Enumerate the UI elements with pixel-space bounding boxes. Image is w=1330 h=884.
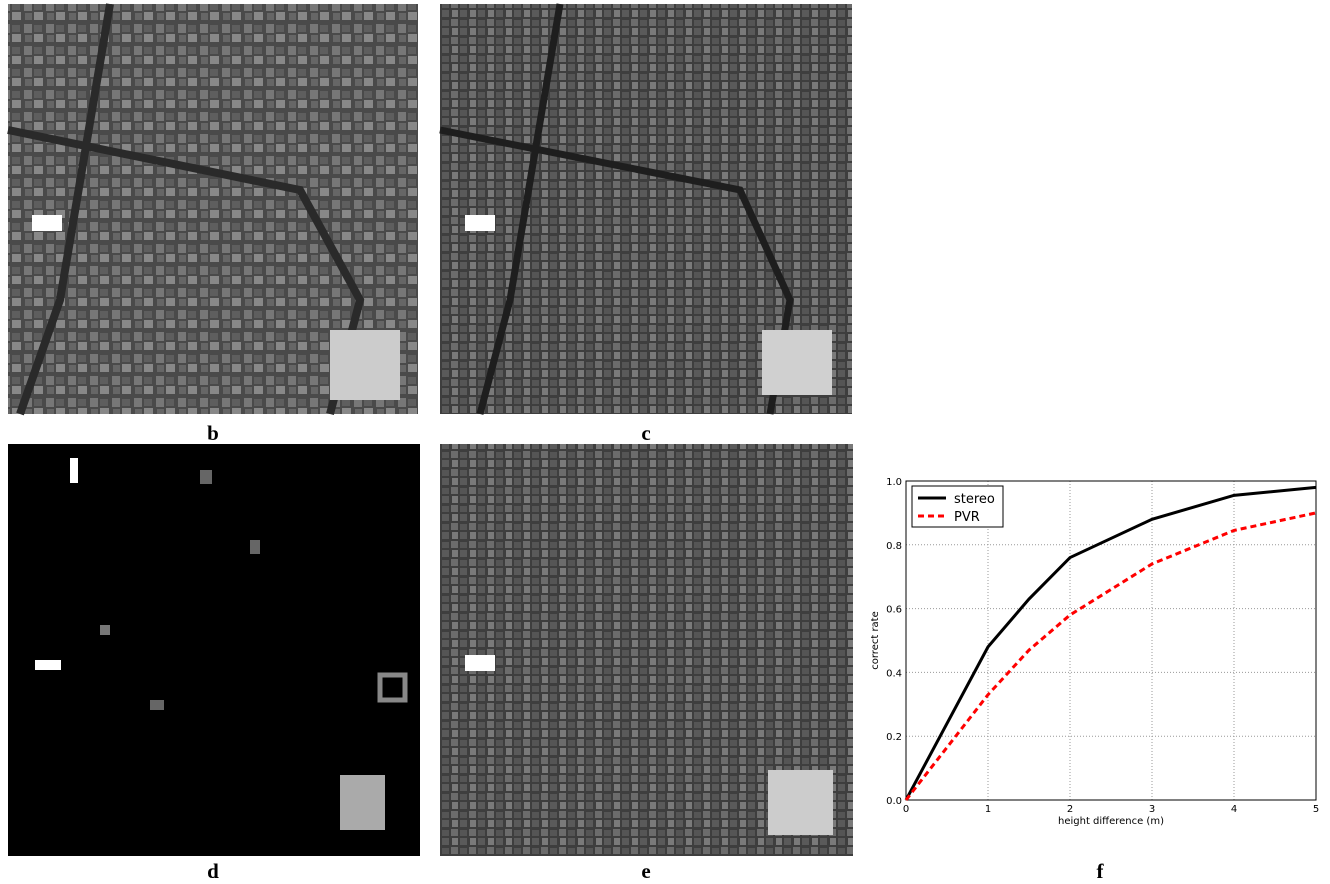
x-tick-label: 3 [1149,804,1155,815]
data-line [906,513,1316,800]
x-tick-label: 2 [1067,804,1073,815]
y-axis-label: correct rate [870,611,881,670]
image-b [8,4,418,414]
data-line [906,487,1316,800]
y-tick-label: 0.6 [886,605,902,616]
panel-label: c [641,421,650,445]
y-tick-label: 0.4 [886,668,902,679]
y-tick-label: 0.8 [886,541,902,552]
y-tick-label: 0.2 [886,732,902,743]
x-tick-label: 0 [903,804,909,815]
x-axis-label: height difference (m) [1058,816,1164,827]
figure: b c d e f 0 1 2 3 4 5 0.0 0.2 0.4 0.6 0.8 1.0 height… [0,0,1330,884]
panel-label: d [207,859,219,883]
x-tick-label: 1 [985,804,991,815]
x-tick-label: 5 [1313,804,1319,815]
panel-label: e [641,859,650,883]
image-c [440,4,852,414]
y-tick-label: 1.0 [886,477,902,488]
panel-label: f [1097,859,1105,883]
image-e [440,444,853,856]
legend-label: PVR [954,510,980,525]
legend-label: stereo [954,492,995,507]
plot-frame [906,481,1316,800]
y-tick-label: 0.0 [886,796,902,807]
x-tick-label: 4 [1231,804,1237,815]
panel-label: b [207,421,219,445]
image-d [8,444,420,856]
